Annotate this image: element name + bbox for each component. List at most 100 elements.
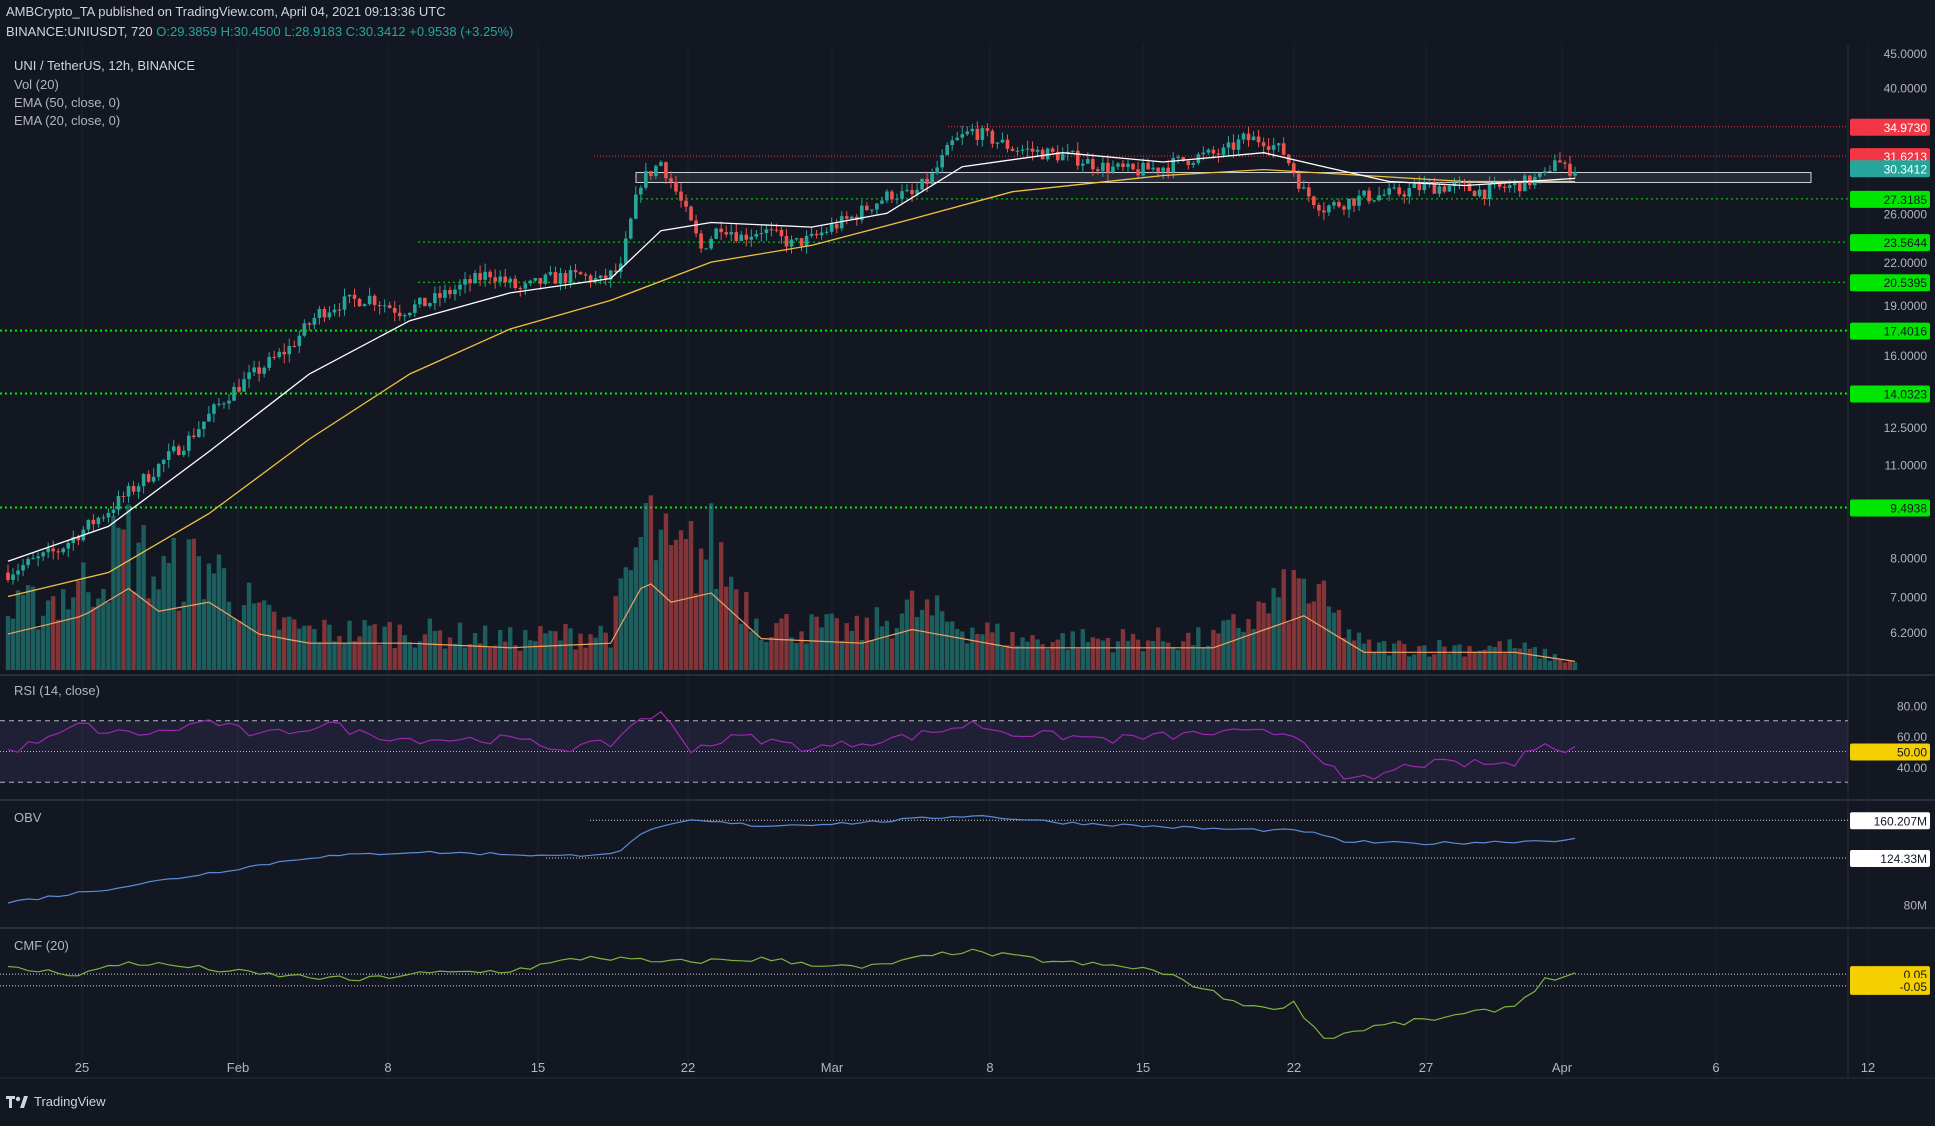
volume-bar xyxy=(277,629,282,670)
volume-bar xyxy=(1381,641,1387,670)
volume-bar xyxy=(759,639,764,670)
candle-up xyxy=(332,309,337,313)
volume-bar xyxy=(1497,641,1502,670)
ohlc: O:29.3859 H:30.4500 L:28.9183 C:30.3412 xyxy=(156,24,406,39)
candle-up xyxy=(618,263,623,272)
candle-up xyxy=(413,304,417,313)
change: +0.9538 (+3.25%) xyxy=(409,24,514,39)
volume-bar xyxy=(1155,627,1161,670)
volume-bar xyxy=(503,641,508,670)
symbol-ohlc: BINANCE:UNIUSDT, 720 O:29.3859 H:30.4500… xyxy=(6,24,513,39)
volume-bar xyxy=(548,630,553,670)
volume-bar xyxy=(1231,614,1236,670)
volume-bar xyxy=(623,567,628,670)
candle-up xyxy=(714,228,718,239)
candle-down xyxy=(352,294,357,299)
candle-down xyxy=(1231,142,1236,150)
volume-bar xyxy=(929,615,935,670)
candle-down xyxy=(1246,133,1251,141)
volume-bar xyxy=(1376,642,1382,670)
candle-up xyxy=(111,509,116,513)
volume-bar xyxy=(387,622,392,670)
candle-up xyxy=(1020,149,1025,151)
volume-bar xyxy=(116,527,121,670)
volume-bar xyxy=(749,631,754,670)
candle-up xyxy=(252,367,256,373)
legend-ema50: EMA (50, close, 0) xyxy=(14,95,120,110)
candle-down xyxy=(1156,167,1160,172)
candle-up xyxy=(36,556,40,559)
tradingview-logo[interactable]: TradingView xyxy=(6,1094,106,1109)
volume-bar xyxy=(703,559,709,670)
volume-bar xyxy=(20,594,26,670)
volume-bar xyxy=(482,625,488,670)
volume-bar xyxy=(312,629,317,670)
candle-up xyxy=(995,142,1000,144)
candle-up xyxy=(202,421,206,430)
volume-bar xyxy=(1512,648,1517,670)
volume-bar xyxy=(960,631,965,670)
volume-bar xyxy=(1371,652,1377,670)
volume-bar xyxy=(1045,649,1050,670)
volume-bar xyxy=(573,649,578,670)
obv-tick: 80M xyxy=(1904,899,1927,913)
candle-down xyxy=(1211,149,1216,154)
candle-up xyxy=(794,238,799,240)
candle-up xyxy=(1327,205,1331,213)
candle-up xyxy=(819,232,824,236)
candle-up xyxy=(227,400,231,404)
volume-bar xyxy=(176,610,181,670)
candle-up xyxy=(136,486,141,492)
volume-bar xyxy=(950,621,955,670)
volume-bar xyxy=(457,622,463,670)
candle-down xyxy=(669,178,673,182)
volume-bar xyxy=(804,643,809,670)
candle-down xyxy=(1291,163,1296,174)
volume-bar xyxy=(1135,639,1141,670)
volume-bar xyxy=(1447,653,1452,670)
candle-down xyxy=(1055,151,1060,161)
volume-bar xyxy=(136,542,141,670)
volume-bar xyxy=(206,563,212,670)
candle-down xyxy=(689,206,693,221)
candle-up xyxy=(749,236,754,240)
candle-up xyxy=(1226,142,1231,148)
volume-bar xyxy=(1271,588,1276,670)
candle-down xyxy=(975,128,980,140)
candle-up xyxy=(498,276,502,282)
candle-down xyxy=(744,234,749,240)
volume-bar xyxy=(975,633,980,670)
volume-bar xyxy=(51,596,56,670)
candle-up xyxy=(754,233,759,237)
volume-bar xyxy=(422,634,428,670)
candle-up xyxy=(1035,149,1040,152)
volume-bar xyxy=(337,636,342,670)
volume-bar xyxy=(462,647,468,670)
candle-up xyxy=(297,335,302,347)
candle-up xyxy=(141,474,146,487)
rsi-tick: 60.00 xyxy=(1897,730,1927,744)
candle-up xyxy=(885,191,889,201)
candle-down xyxy=(1397,187,1402,195)
candle-up xyxy=(418,297,422,305)
volume-bar xyxy=(809,614,814,670)
volume-bar xyxy=(583,647,588,670)
candle-up xyxy=(1015,150,1020,152)
volume-bar xyxy=(1266,613,1271,670)
volume-bar xyxy=(698,548,704,670)
candle-down xyxy=(814,233,819,236)
candle-up xyxy=(96,517,101,525)
volume-bar xyxy=(241,605,247,670)
candle-down xyxy=(76,536,81,541)
volume-bar xyxy=(1196,627,1201,670)
volume-bar xyxy=(10,618,16,670)
volume-bar xyxy=(35,629,41,670)
volume-bar xyxy=(708,503,714,670)
candle-down xyxy=(694,220,698,234)
time-tick: 22 xyxy=(1287,1060,1301,1075)
volume-bar xyxy=(779,618,784,670)
candle-down xyxy=(1030,148,1035,152)
time-tick: Mar xyxy=(821,1060,844,1075)
candle-down xyxy=(985,128,990,131)
